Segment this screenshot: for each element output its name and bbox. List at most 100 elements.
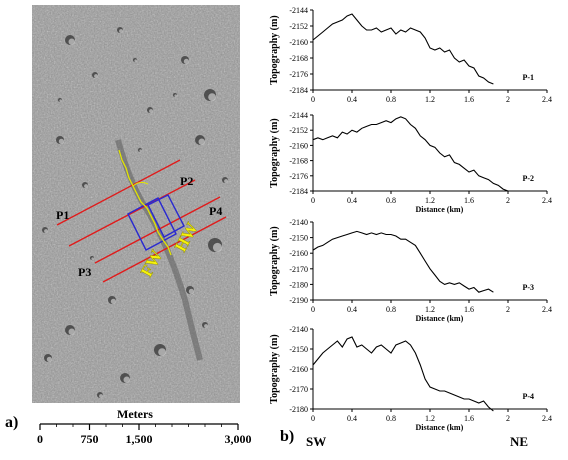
crater-rim [149, 109, 153, 114]
x-tick-label: 0 [311, 196, 315, 205]
scale-bar-tick-label: 1,500 [126, 432, 153, 446]
x-tick-label: 0.4 [347, 414, 357, 423]
x-tick-label: 1.2 [425, 305, 435, 314]
scale-bar: Meters 0 750 1,500 3,000 [37, 407, 252, 446]
fault-trace-branch [132, 181, 149, 187]
fault-box-1 [127, 197, 177, 251]
x-tick-label: 1.6 [464, 196, 474, 205]
crater-rim [68, 38, 75, 45]
scale-bar-tick-label: 3,000 [225, 432, 252, 446]
y-tick-label: -2160 [289, 141, 308, 150]
x-tick-label: 0 [311, 305, 315, 314]
profile-series-line [312, 13, 494, 85]
y-tick-label: -2190 [289, 296, 308, 305]
x-tick-label: 0 [311, 95, 315, 104]
y-tick-label: -2160 [289, 365, 308, 374]
x-tick-label: 2 [506, 95, 510, 104]
x-tick-label: 1.2 [425, 95, 435, 104]
crater-rim [94, 74, 99, 79]
panel-a-label: a) [5, 414, 18, 431]
x-axis-label: Distance (km) [415, 314, 463, 323]
y-tick-label: -2180 [289, 405, 308, 414]
y-tick-label: -2170 [289, 385, 308, 394]
x-tick-label: 2 [506, 196, 510, 205]
x-tick-label: 0.8 [386, 95, 396, 104]
y-tick-label: -2170 [289, 265, 308, 274]
crater-rim [198, 138, 205, 145]
y-tick-label: -2168 [289, 157, 308, 166]
crater-rim [68, 328, 75, 335]
profile-label: P-3 [522, 283, 534, 292]
x-tick-label: 0.4 [347, 95, 357, 104]
crater-rim [46, 356, 53, 362]
y-tick-label: -2140 [289, 218, 308, 227]
crater-rim [139, 149, 142, 152]
fault-trace [118, 149, 172, 256]
crater-rim [158, 348, 167, 356]
y-tick-label: -2160 [289, 38, 308, 47]
x-tick-label: 0.4 [347, 196, 357, 205]
x-tick-label: 1.6 [464, 414, 474, 423]
profile-line-p2 [68, 179, 196, 247]
y-tick-label: -2140 [289, 325, 308, 334]
x-tick-label: 2.4 [542, 414, 552, 423]
y-tick-label: -2184 [289, 187, 308, 196]
x-tick-label: 2 [506, 414, 510, 423]
y-tick-label: -2150 [289, 234, 308, 243]
crater-rim [119, 29, 124, 33]
crater-rim [212, 242, 222, 252]
y-axis-label: Topography (m) [269, 334, 280, 403]
profile-line-p4 [102, 216, 227, 283]
y-axis-label: Topography (m) [269, 118, 280, 187]
crater-rim [91, 257, 94, 261]
x-tick-label: 1.6 [464, 305, 474, 314]
crater-rim [208, 93, 217, 101]
profile-label: P-1 [522, 73, 534, 82]
crater-rim [204, 324, 208, 328]
y-tick-label: -2152 [289, 22, 308, 31]
y-tick-label: -2160 [289, 249, 308, 258]
panel-b-label: b) [280, 428, 294, 445]
y-tick-label: -2150 [289, 345, 308, 354]
map-label-p4: P4 [209, 204, 222, 218]
direction-ne: NE [510, 434, 528, 449]
crater-rim [58, 138, 64, 144]
scale-bar-tick-label: 750 [81, 432, 99, 446]
fault-box-2 [147, 194, 185, 238]
x-tick-label: 2.4 [542, 196, 552, 205]
craters [42, 27, 228, 398]
crater-rim [134, 59, 137, 62]
crater-rim [188, 288, 194, 294]
crater-rim [224, 179, 228, 183]
map-label-p1: P1 [56, 208, 69, 222]
x-tick-label: 0.4 [347, 305, 357, 314]
crater-rim [110, 298, 116, 304]
profile-series-line [312, 116, 509, 192]
profile-line-p1 [56, 159, 181, 226]
y-tick-label: -2144 [289, 111, 308, 120]
map-label-p2: P2 [180, 174, 193, 188]
x-axis-label: Distance (km) [415, 423, 463, 432]
crater-rim [59, 99, 62, 102]
fault-boxes [127, 194, 185, 251]
crater-rim [99, 394, 104, 398]
profile-label: P-4 [522, 392, 534, 401]
profile-series-line [312, 230, 494, 293]
y-tick-label: -2144 [289, 6, 308, 15]
profile-label: P-2 [522, 174, 534, 183]
scale-bar-title: Meters [117, 407, 153, 421]
map-label-p3: P3 [78, 265, 91, 279]
x-tick-label: 1.2 [425, 196, 435, 205]
y-tick-label: -2180 [289, 280, 308, 289]
x-tick-label: 0.8 [386, 196, 396, 205]
y-axis-label: Topography (m) [269, 15, 280, 84]
crater-rim [84, 184, 89, 188]
x-tick-label: 0.8 [386, 414, 396, 423]
x-tick-label: 2.4 [542, 305, 552, 314]
crater-rim [44, 229, 48, 233]
